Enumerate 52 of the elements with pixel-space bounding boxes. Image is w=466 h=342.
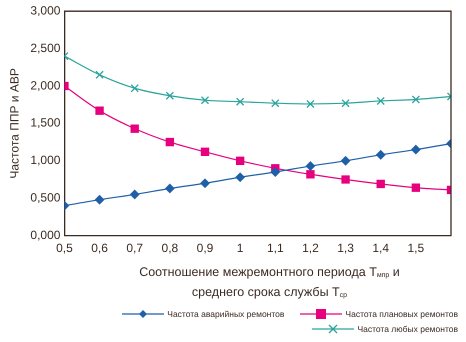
point <box>341 99 350 108</box>
legend-label: Частота плановых ремонтов <box>345 309 458 319</box>
x-tick-label: 1,1 <box>266 241 284 256</box>
point <box>130 190 140 200</box>
y-tick-label: 1,000 <box>30 153 61 168</box>
text: Соотношение межремонтного периода Т$_{мпр}$ и среднего срока службы Т$_{ср}$ <box>139 265 400 299</box>
point <box>376 180 385 188</box>
point <box>340 156 350 166</box>
x-tick-label: 1,4 <box>372 241 390 256</box>
point <box>166 92 174 100</box>
x-tick-label: 0,8 <box>162 241 179 256</box>
point <box>94 195 104 204</box>
x-tick-label: 0,5 <box>56 241 74 256</box>
point <box>130 84 139 92</box>
point <box>95 70 104 79</box>
y-tick-label: 1,500 <box>30 116 61 130</box>
point <box>130 124 139 133</box>
point <box>412 184 420 192</box>
point <box>200 148 210 156</box>
y-tick-label: 0,500 <box>30 190 61 205</box>
y-tick-label: 3,000 <box>30 4 61 18</box>
x-tick-label: 1,5 <box>408 241 425 256</box>
legend-label: Частота аварийных ремонтов <box>167 309 284 319</box>
y-tick-label: 0,000 <box>30 228 61 242</box>
point <box>306 170 315 178</box>
legend-label: Частота любых ремонтов <box>357 324 458 334</box>
point <box>376 150 386 160</box>
point <box>166 138 174 146</box>
point <box>236 98 244 106</box>
x-tick-label: 1,2 <box>302 241 320 256</box>
y-axis-title: Частота ППР и АВР <box>8 68 22 179</box>
point <box>271 99 280 108</box>
point <box>236 156 244 165</box>
point <box>306 161 316 171</box>
point <box>200 178 210 188</box>
point <box>341 175 350 184</box>
point <box>270 167 280 177</box>
point <box>165 184 175 194</box>
point <box>411 144 421 154</box>
point <box>306 100 315 108</box>
y-tick-label: 2,000 <box>30 78 61 92</box>
point <box>376 96 385 106</box>
point <box>95 106 104 115</box>
x-tick-label: 1 <box>236 241 244 256</box>
x-tick-label: 1,3 <box>337 241 354 256</box>
y-tick-label: 2,500 <box>30 40 61 55</box>
point <box>412 95 420 104</box>
x-tick-label: 0,6 <box>91 241 108 256</box>
x-tick-label: 0,7 <box>126 241 144 256</box>
x-tick-label: 0,9 <box>196 241 214 256</box>
point <box>200 96 210 104</box>
point <box>235 172 245 182</box>
